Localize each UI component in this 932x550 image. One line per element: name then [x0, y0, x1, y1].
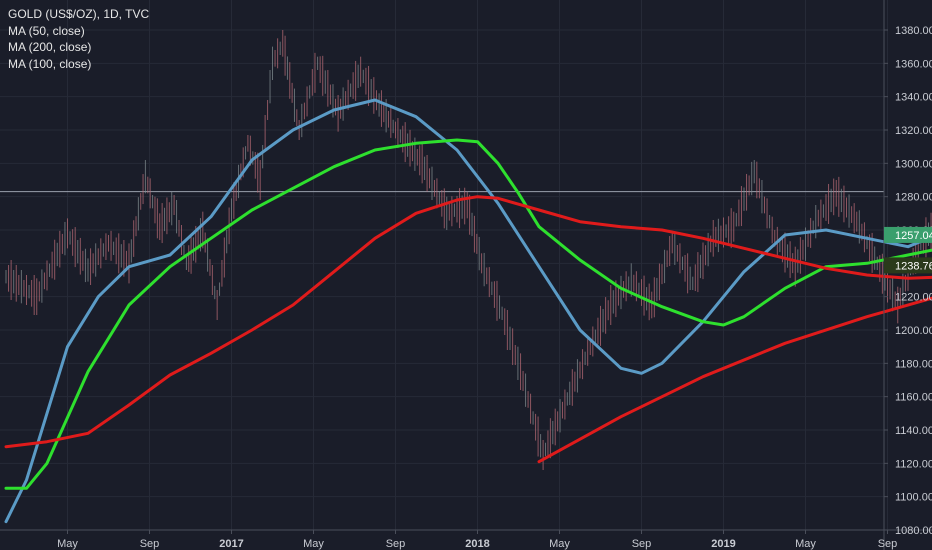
- y-tick-label: 1080.00: [895, 525, 932, 537]
- y-tick-label: 1120.00: [895, 458, 932, 470]
- y-tick-label: 1220.00: [895, 292, 932, 304]
- legend-ma-200: MA (200, close): [8, 40, 92, 54]
- y-tick-label: 1200.00: [895, 325, 932, 337]
- series-ma-50-close-: [4, 98, 932, 524]
- price-label-box: [884, 257, 932, 274]
- drawing-layer: [537, 296, 932, 464]
- x-tick-label: May: [57, 538, 78, 550]
- legend-ma-100: MA (100, close): [8, 56, 92, 71]
- grid-layer: [0, 0, 888, 531]
- x-tick-label: 2019: [711, 538, 735, 550]
- x-tick-label: 2017: [219, 538, 243, 550]
- x-tick-label: Sep: [386, 538, 406, 550]
- series-ma-100-close-: [4, 138, 932, 490]
- price-label-text: 1257.04: [895, 230, 932, 242]
- y-tick-label: 1340.00: [895, 92, 932, 104]
- legend-ma-50: MA (50, close): [8, 23, 85, 38]
- x-tick-label: Sep: [632, 538, 652, 550]
- price-label-text: 1238.76: [895, 260, 932, 272]
- price-label-box: [884, 226, 932, 243]
- y-tick-label: 1320.00: [895, 125, 932, 137]
- y-tick-label: 1100.00: [895, 492, 932, 504]
- x-tick-label: Sep: [140, 538, 160, 550]
- x-tick-label: May: [549, 538, 570, 550]
- x-tick-label: Sep: [878, 538, 898, 550]
- legend-symbol: GOLD (US$/OZ), 1D, TVC: [8, 7, 150, 21]
- y-tick-label: 1380.00: [895, 25, 932, 37]
- y-tick-label: 1300.00: [895, 158, 932, 170]
- x-tick-label: May: [303, 538, 324, 550]
- chart-legend: GOLD (US$/OZ), 1D, TVC MA (50, close) MA…: [8, 6, 149, 72]
- y-tick-label: 1180.00: [895, 358, 932, 370]
- arc-drawing: [537, 296, 932, 464]
- y-tick-label: 1280.00: [895, 192, 932, 204]
- y-tick-label: 1160.00: [895, 392, 932, 404]
- y-tick-label: 1140.00: [895, 425, 932, 437]
- y-tick-label: 1360.00: [895, 58, 932, 70]
- price-labels-layer: 1257.04 1238.76: [884, 226, 932, 274]
- x-tick-label: May: [795, 538, 816, 550]
- series-ma-200-close-: [4, 195, 932, 449]
- x-tick-label: 2018: [465, 538, 489, 550]
- time-axis: May Sep 2017 May Sep 2018 May Sep 2019 May Sep: [57, 530, 897, 550]
- moving-average-layer: [4, 98, 932, 524]
